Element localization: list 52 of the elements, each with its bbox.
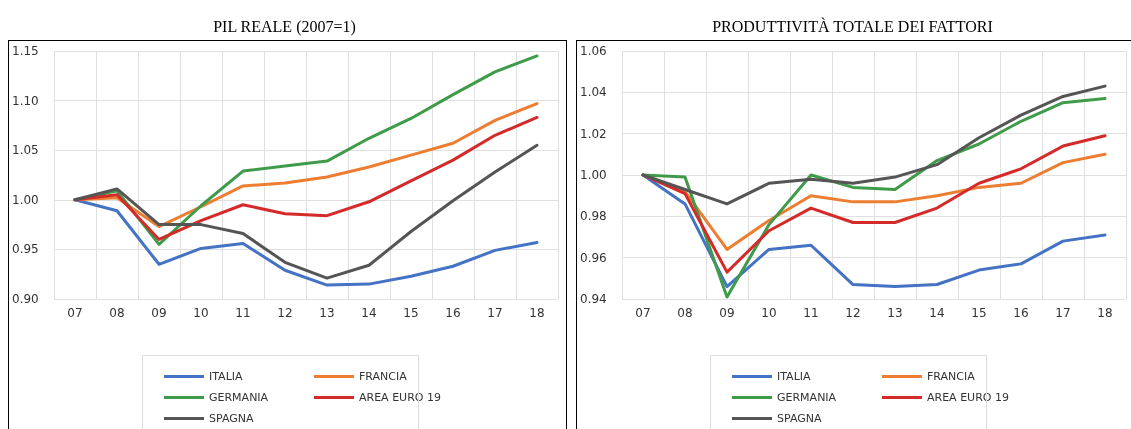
line-series bbox=[73, 198, 539, 287]
y-tick-label: 1.02 bbox=[580, 126, 607, 141]
y-tick-label: 0.96 bbox=[580, 250, 607, 265]
x-tick-label: 18 bbox=[1097, 306, 1113, 320]
legend-label: ITALIA bbox=[209, 370, 244, 383]
y-tick-label: 0.94 bbox=[580, 292, 607, 306]
x-tick-label: 13 bbox=[887, 306, 903, 320]
x-tick-label: 17 bbox=[487, 306, 503, 320]
x-tick-label: 12 bbox=[845, 306, 861, 320]
x-tick-label: 09 bbox=[151, 306, 167, 320]
y-tick-label: 1.10 bbox=[12, 93, 39, 108]
x-tick-label: 11 bbox=[803, 306, 819, 320]
x-tick-label: 17 bbox=[1055, 306, 1071, 320]
line-series bbox=[73, 143, 539, 280]
x-tick-label: 14 bbox=[929, 306, 945, 320]
x-tick-label: 18 bbox=[529, 306, 545, 320]
y-tick-label: 1.00 bbox=[580, 168, 607, 182]
x-tick-label: 10 bbox=[761, 306, 777, 320]
legend-label: AREA EURO 19 bbox=[359, 391, 441, 404]
x-tick-label: 13 bbox=[319, 306, 335, 320]
x-tick-label: 15 bbox=[403, 306, 419, 320]
legend-label: AREA EURO 19 bbox=[927, 391, 1009, 404]
y-tick-label: 0.98 bbox=[580, 209, 607, 224]
x-tick-label: 09 bbox=[719, 306, 735, 320]
x-tick-label: 16 bbox=[445, 306, 461, 320]
chart-title: PRODUTTIVITÀ TOTALE DEI FATTORI bbox=[711, 18, 994, 36]
y-tick-label: 1.05 bbox=[12, 143, 39, 158]
legend-label: ITALIA bbox=[777, 370, 812, 383]
y-tick-label: 1.06 bbox=[580, 44, 607, 58]
x-tick-label: 08 bbox=[677, 306, 693, 320]
legend-label: FRANCIA bbox=[359, 370, 408, 383]
x-tick-label: 16 bbox=[1013, 306, 1029, 320]
x-tick-label: 15 bbox=[971, 306, 987, 320]
legend-label: GERMANIA bbox=[209, 391, 269, 404]
legend-label: GERMANIA bbox=[777, 391, 837, 404]
x-tick-label: 11 bbox=[235, 306, 251, 320]
x-tick-label: 14 bbox=[361, 306, 377, 320]
legend-label: SPAGNA bbox=[777, 412, 822, 425]
chart-title: PIL REALE (2007=1) bbox=[212, 18, 357, 36]
legend-label: FRANCIA bbox=[927, 370, 976, 383]
y-tick-label: 0.95 bbox=[12, 242, 39, 257]
y-tick-label: 1.15 bbox=[12, 44, 39, 58]
x-tick-label: 10 bbox=[193, 306, 209, 320]
legend-label: SPAGNA bbox=[209, 412, 254, 425]
line-series bbox=[641, 84, 1107, 206]
x-tick-label: 08 bbox=[109, 306, 125, 320]
y-tick-label: 1.04 bbox=[580, 85, 607, 100]
y-tick-label: 0.90 bbox=[12, 292, 39, 306]
x-tick-label: 07 bbox=[67, 306, 83, 320]
y-tick-label: 1.00 bbox=[12, 192, 39, 207]
x-tick-label: 12 bbox=[277, 306, 293, 320]
x-tick-label: 07 bbox=[635, 306, 651, 320]
